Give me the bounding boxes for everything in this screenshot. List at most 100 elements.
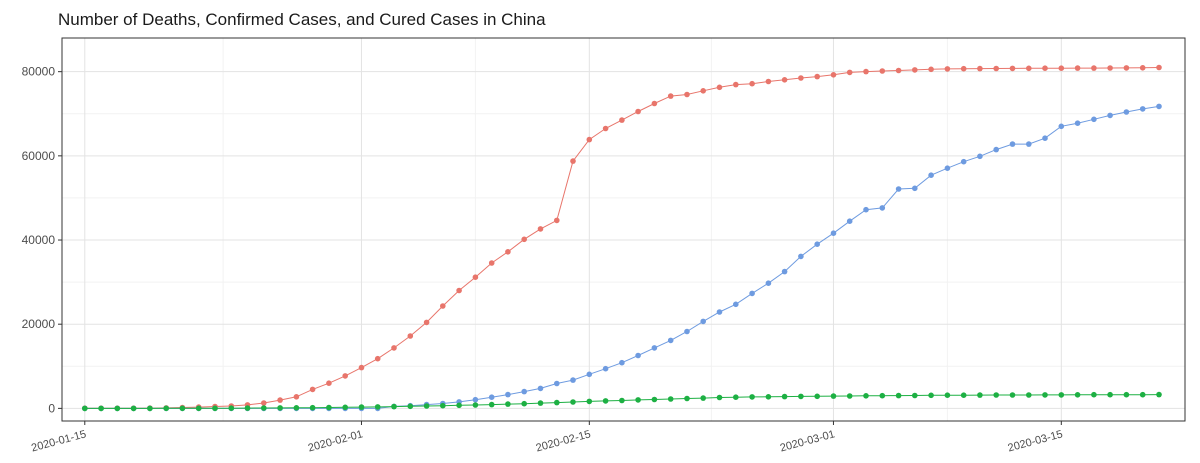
data-point-cured bbox=[635, 352, 641, 359]
data-point-cured bbox=[960, 158, 967, 165]
data-point-deaths bbox=[472, 402, 479, 408]
data-point-confirmed bbox=[1107, 65, 1113, 71]
data-point-cured bbox=[879, 205, 886, 211]
data-point-confirmed bbox=[733, 81, 739, 88]
data-point-deaths bbox=[586, 398, 593, 405]
data-point-confirmed bbox=[895, 67, 902, 74]
data-point-cured bbox=[472, 396, 479, 403]
series-cured bbox=[82, 103, 1162, 412]
data-point-confirmed bbox=[716, 84, 723, 91]
data-point-deaths bbox=[374, 404, 381, 410]
data-point-confirmed bbox=[912, 67, 918, 73]
data-point-deaths bbox=[1058, 392, 1065, 398]
data-point-deaths bbox=[635, 397, 641, 403]
grid-lines bbox=[62, 38, 1185, 421]
data-point-cured bbox=[554, 380, 560, 387]
data-point-deaths bbox=[195, 405, 202, 412]
data-point-deaths bbox=[781, 393, 788, 400]
data-point-confirmed bbox=[602, 125, 609, 132]
data-point-cured bbox=[993, 146, 999, 153]
data-point-confirmed bbox=[554, 217, 560, 224]
data-point-confirmed bbox=[765, 78, 772, 85]
data-point-cured bbox=[667, 337, 674, 344]
data-point-deaths bbox=[505, 401, 511, 407]
data-point-deaths bbox=[1026, 392, 1032, 398]
data-point-deaths bbox=[326, 404, 332, 411]
data-point-deaths bbox=[1107, 391, 1113, 398]
data-point-confirmed bbox=[423, 319, 430, 326]
y-tick-label: 60000 bbox=[22, 149, 56, 163]
data-point-confirmed bbox=[977, 65, 983, 72]
data-point-cured bbox=[781, 268, 788, 275]
data-point-cured bbox=[749, 290, 755, 297]
series-deaths bbox=[82, 391, 1162, 412]
data-point-deaths bbox=[928, 392, 934, 399]
data-point-cured bbox=[1107, 112, 1113, 119]
data-point-confirmed bbox=[391, 345, 397, 351]
series-layer bbox=[82, 64, 1162, 412]
data-point-cured bbox=[684, 328, 690, 335]
x-tick-label: 2020-01-15 bbox=[30, 428, 87, 454]
data-point-deaths bbox=[830, 393, 837, 399]
data-point-deaths bbox=[570, 399, 576, 405]
data-point-deaths bbox=[602, 398, 609, 404]
data-point-cured bbox=[814, 241, 820, 247]
data-point-confirmed bbox=[277, 397, 283, 403]
data-point-deaths bbox=[846, 393, 853, 399]
data-point-deaths bbox=[765, 394, 772, 400]
plot-border bbox=[61, 37, 1186, 422]
data-point-deaths bbox=[521, 400, 527, 407]
data-point-confirmed bbox=[667, 93, 674, 99]
data-point-cured bbox=[619, 359, 625, 366]
data-point-cured bbox=[586, 371, 593, 378]
data-point-deaths bbox=[228, 405, 235, 412]
data-point-cured bbox=[895, 186, 902, 192]
data-point-deaths bbox=[700, 395, 706, 401]
data-point-cured bbox=[1123, 109, 1130, 115]
data-point-confirmed bbox=[472, 274, 479, 281]
data-point-confirmed bbox=[586, 136, 593, 143]
data-point-cured bbox=[651, 345, 658, 351]
data-point-confirmed bbox=[505, 249, 511, 255]
data-point-confirmed bbox=[407, 333, 414, 339]
x-tick-label: 2020-03-15 bbox=[1007, 428, 1064, 454]
data-point-cured bbox=[1058, 123, 1065, 130]
data-point-cured bbox=[1091, 116, 1097, 123]
data-point-deaths bbox=[537, 400, 544, 406]
data-point-deaths bbox=[1156, 391, 1162, 398]
data-point-deaths bbox=[163, 405, 169, 412]
data-point-cured bbox=[846, 218, 853, 224]
y-tick-label: 80000 bbox=[22, 65, 56, 79]
data-point-deaths bbox=[1074, 392, 1081, 398]
data-point-confirmed bbox=[440, 303, 446, 309]
y-tick-label: 20000 bbox=[22, 317, 56, 331]
y-tick-label: 40000 bbox=[22, 233, 56, 247]
data-point-cured bbox=[716, 309, 723, 315]
data-point-confirmed bbox=[960, 65, 967, 72]
data-point-deaths bbox=[179, 405, 186, 412]
data-point-confirmed bbox=[358, 364, 365, 371]
data-point-confirmed bbox=[814, 73, 820, 80]
data-point-deaths bbox=[488, 401, 495, 408]
data-point-confirmed bbox=[1058, 65, 1065, 71]
data-point-cured bbox=[733, 301, 739, 308]
data-point-cured bbox=[1139, 106, 1146, 112]
data-point-deaths bbox=[1091, 391, 1097, 398]
data-point-confirmed bbox=[521, 236, 527, 243]
x-tick-label: 2020-03-01 bbox=[779, 428, 836, 454]
data-point-deaths bbox=[1042, 392, 1048, 398]
data-point-confirmed bbox=[635, 108, 641, 115]
data-point-confirmed bbox=[1026, 65, 1032, 72]
data-point-deaths bbox=[716, 394, 723, 401]
data-point-deaths bbox=[130, 405, 137, 412]
data-point-confirmed bbox=[1123, 65, 1130, 71]
data-point-deaths bbox=[554, 399, 560, 406]
data-point-confirmed bbox=[781, 77, 788, 83]
data-point-deaths bbox=[261, 405, 267, 411]
data-point-confirmed bbox=[570, 158, 576, 164]
data-point-deaths bbox=[309, 404, 316, 411]
data-point-deaths bbox=[619, 397, 625, 404]
data-point-deaths bbox=[98, 405, 104, 412]
data-point-confirmed bbox=[700, 88, 706, 94]
